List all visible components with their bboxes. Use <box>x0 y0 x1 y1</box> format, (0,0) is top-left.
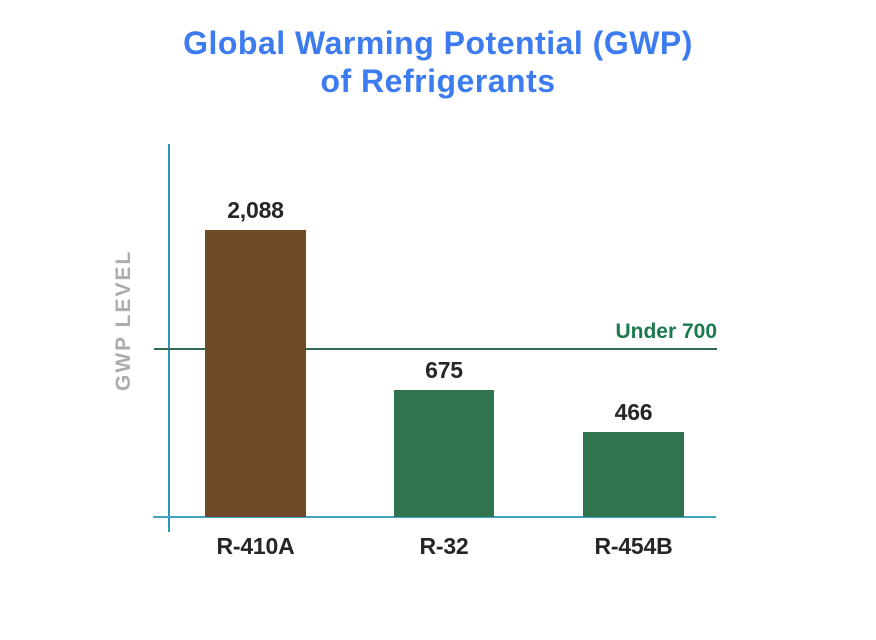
threshold-label: Under 700 <box>615 320 717 343</box>
x-axis-line <box>153 516 716 518</box>
bar-R-410A <box>205 230 306 517</box>
threshold-line <box>154 348 717 350</box>
chart-title-line-2: of Refrigerants <box>320 63 556 99</box>
x-axis-label-R-454B: R-454B <box>594 533 673 559</box>
y-axis-line <box>168 144 170 532</box>
x-axis-label-R-410A: R-410A <box>216 533 295 559</box>
bar-R-454B <box>583 432 684 517</box>
x-axis-label-R-32: R-32 <box>419 533 469 559</box>
bar-value-label-R-32: 675 <box>425 357 463 383</box>
bar-value-label-R-410A: 2,088 <box>227 197 284 223</box>
chart-title-line-1: Global Warming Potential (GWP) <box>183 25 693 61</box>
y-axis-title: GWP LEVEL <box>112 249 135 391</box>
chart-title: Global Warming Potential (GWP) of Refrig… <box>0 24 876 100</box>
bar-R-32 <box>394 390 494 517</box>
bar-value-label-R-454B: 466 <box>614 399 653 425</box>
